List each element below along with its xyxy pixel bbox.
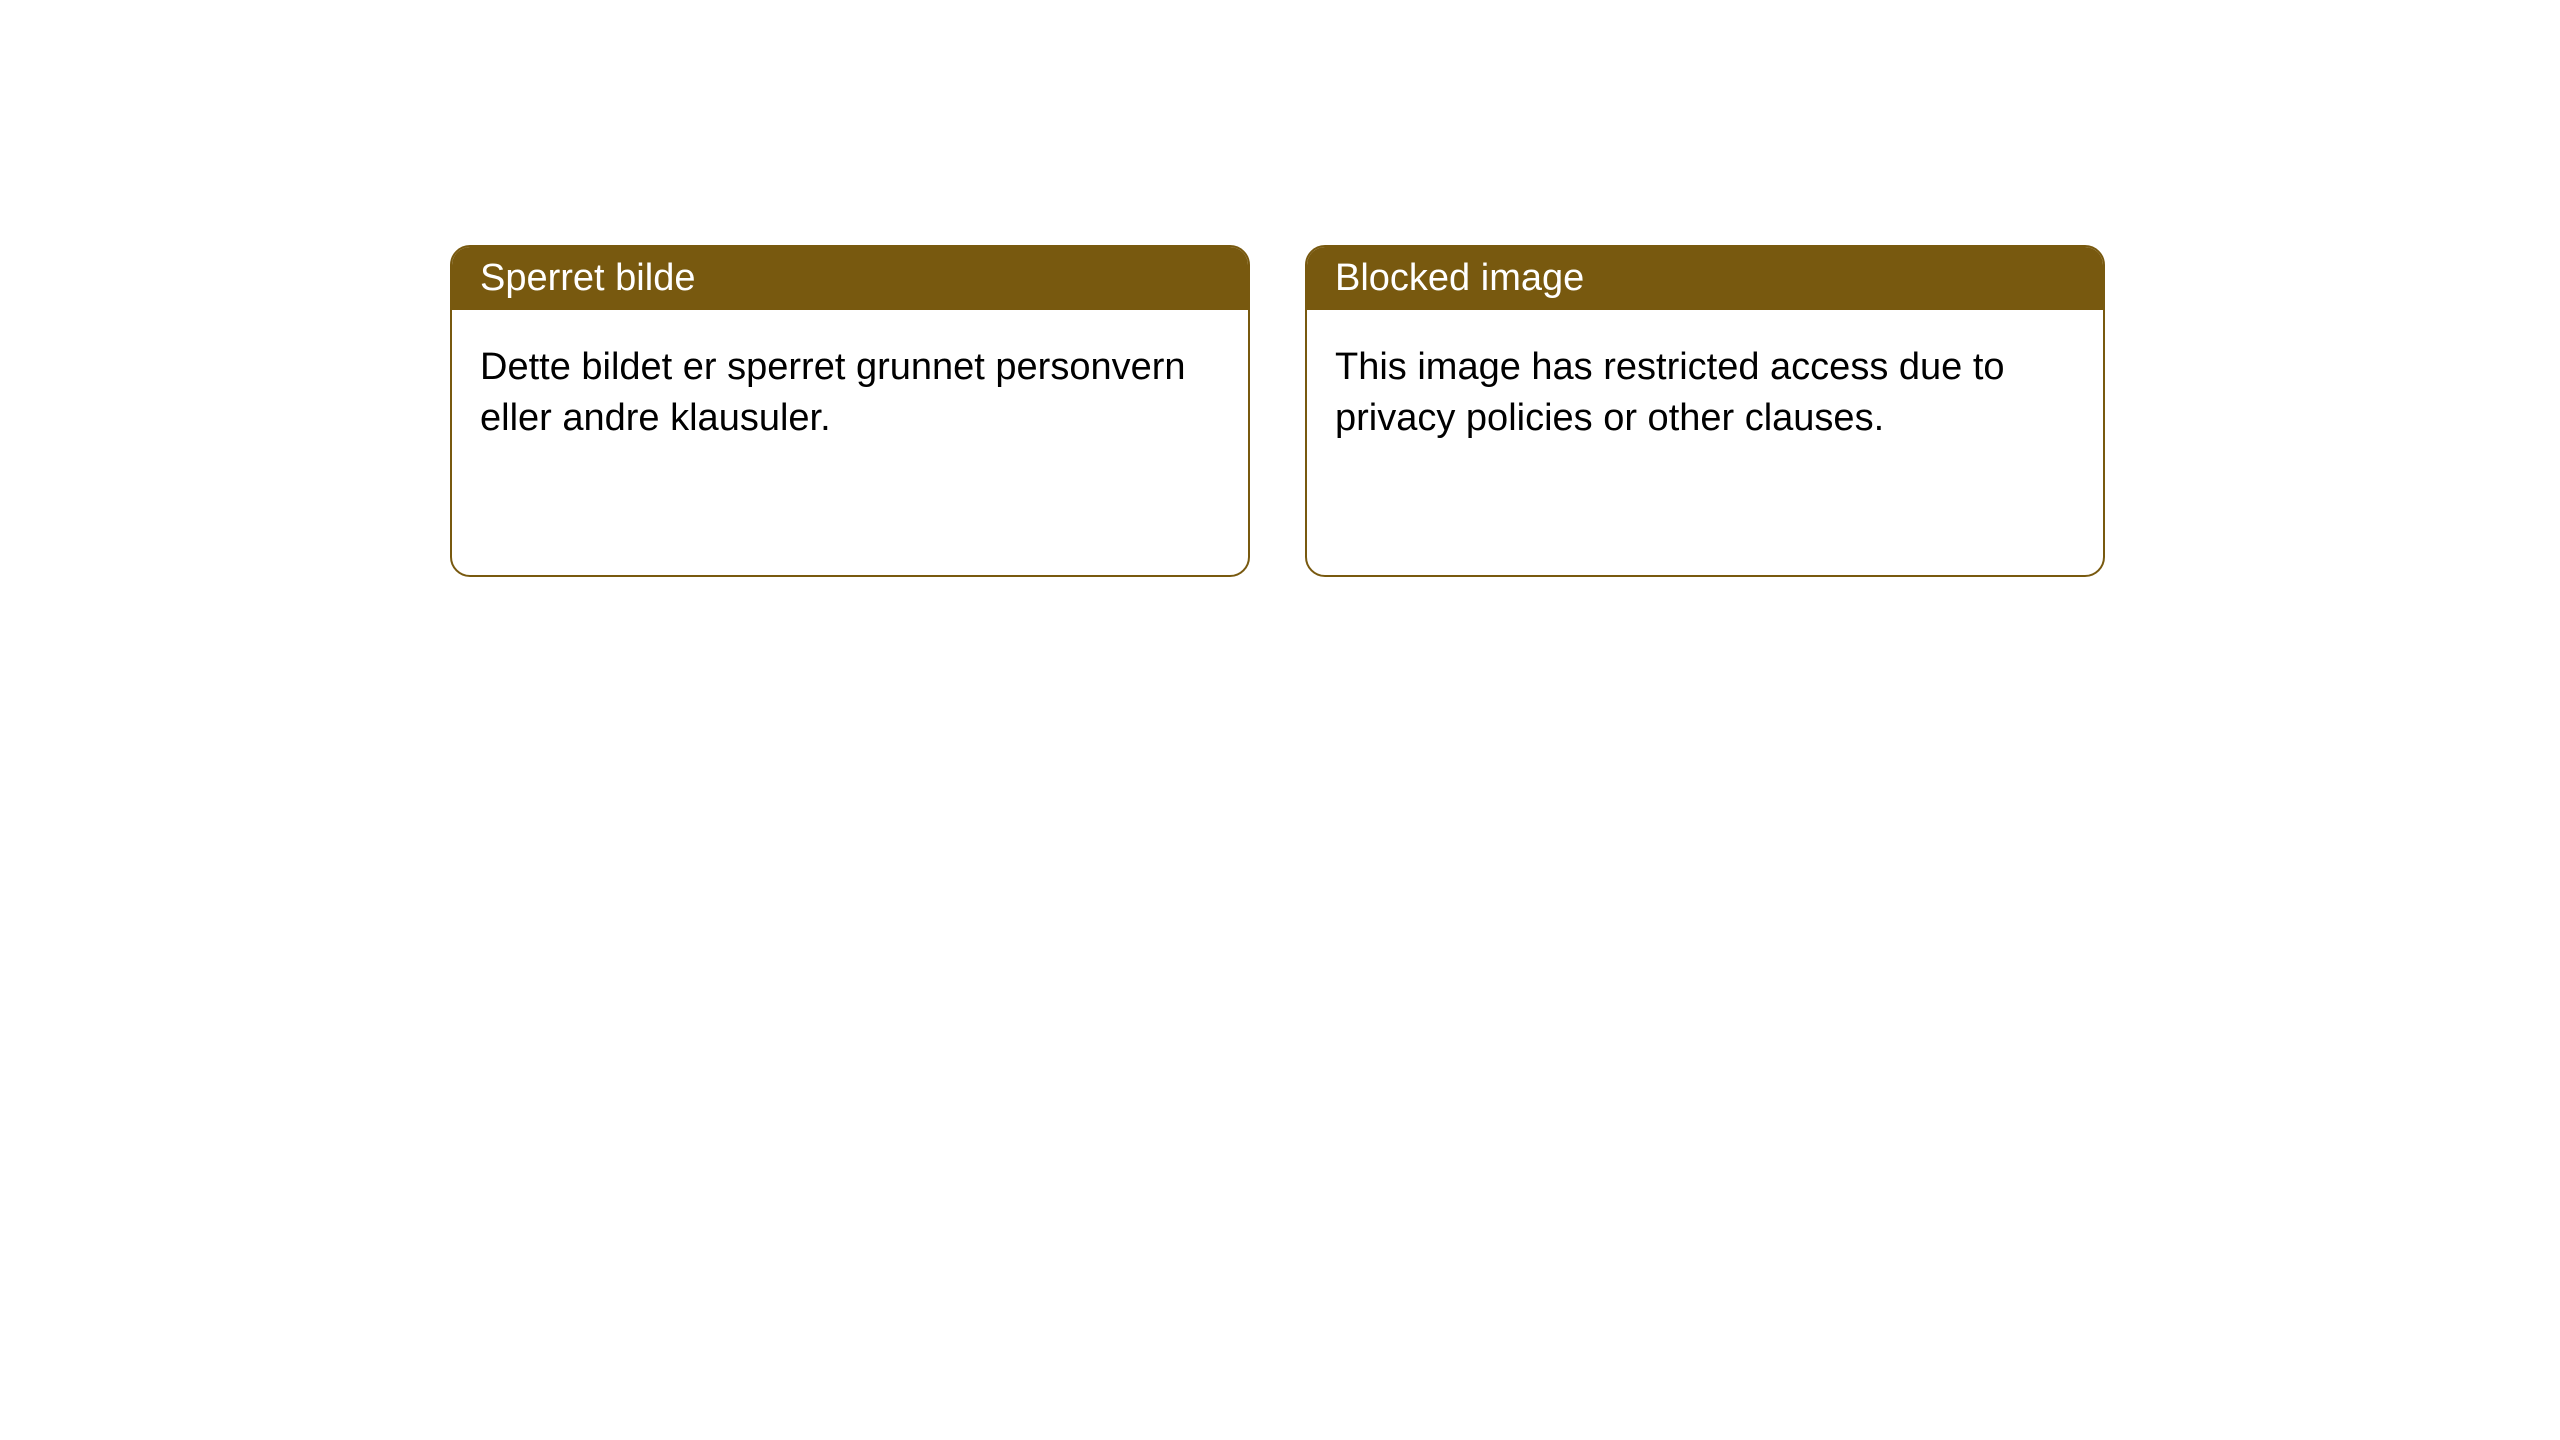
notice-card-english: Blocked image This image has restricted …	[1305, 245, 2105, 577]
card-body-text: Dette bildet er sperret grunnet personve…	[480, 346, 1186, 439]
card-header: Sperret bilde	[452, 247, 1248, 310]
card-body: Dette bildet er sperret grunnet personve…	[452, 310, 1248, 477]
notice-card-norwegian: Sperret bilde Dette bildet er sperret gr…	[450, 245, 1250, 577]
card-header: Blocked image	[1307, 247, 2103, 310]
card-body-text: This image has restricted access due to …	[1335, 346, 2005, 439]
card-title: Sperret bilde	[480, 257, 695, 299]
card-body: This image has restricted access due to …	[1307, 310, 2103, 477]
notice-cards-container: Sperret bilde Dette bildet er sperret gr…	[450, 245, 2105, 577]
card-title: Blocked image	[1335, 257, 1584, 299]
